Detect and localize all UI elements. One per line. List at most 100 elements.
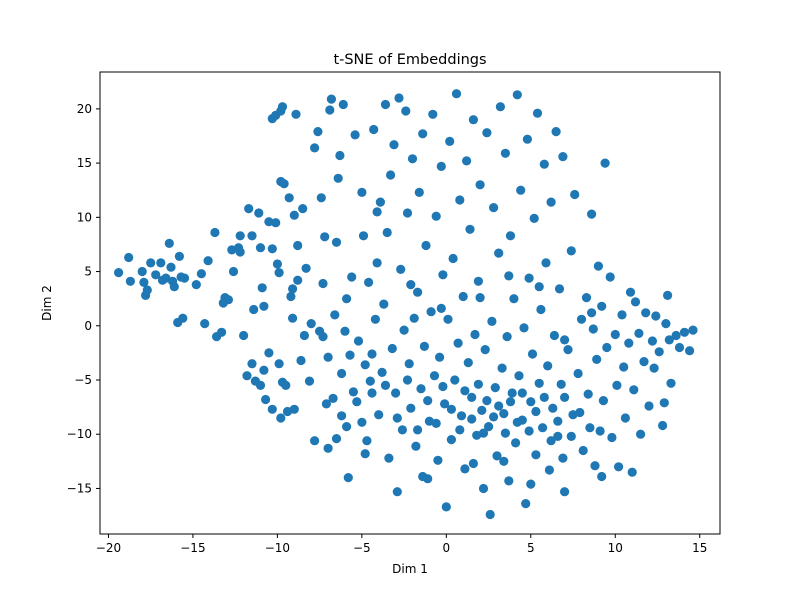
scatter-point bbox=[566, 431, 576, 441]
scatter-point bbox=[264, 217, 274, 227]
scatter-point bbox=[575, 407, 585, 418]
scatter-point bbox=[509, 294, 519, 304]
scatter-point bbox=[360, 449, 370, 459]
scatter-point bbox=[392, 487, 402, 497]
scatter-point bbox=[617, 310, 627, 320]
scatter-point bbox=[477, 405, 487, 415]
scatter-point bbox=[362, 436, 372, 446]
scatter-point bbox=[475, 180, 485, 190]
scatter-point bbox=[367, 388, 377, 398]
scatter-point bbox=[455, 195, 465, 205]
scatter-point bbox=[386, 170, 396, 180]
scatter-point bbox=[418, 471, 428, 482]
scatter-point bbox=[429, 371, 440, 381]
scatter-point bbox=[467, 392, 477, 402]
scatter-point bbox=[174, 251, 184, 261]
scatter-point bbox=[475, 293, 485, 303]
scatter-point bbox=[630, 297, 641, 307]
scatter-point bbox=[576, 314, 587, 324]
scatter-point bbox=[527, 349, 538, 359]
scatter-point bbox=[402, 375, 413, 385]
scatter-point bbox=[421, 240, 431, 251]
scatter-point bbox=[526, 397, 536, 407]
scatter-point bbox=[688, 325, 698, 335]
y-tick-label: −10 bbox=[67, 427, 92, 441]
scatter-point bbox=[137, 266, 147, 277]
y-tick-label: 5 bbox=[84, 265, 92, 279]
scatter-point bbox=[352, 397, 362, 407]
scatter-point bbox=[666, 378, 676, 388]
scatter-point bbox=[223, 295, 233, 305]
scatter-point bbox=[337, 368, 347, 379]
scatter-point bbox=[217, 327, 227, 337]
scatter-point bbox=[544, 465, 555, 475]
scatter-point bbox=[406, 280, 416, 290]
scatter-point bbox=[629, 385, 639, 395]
scatter-point bbox=[306, 319, 316, 329]
scatter-point bbox=[592, 354, 602, 364]
scatter-point bbox=[261, 394, 271, 405]
scatter-point bbox=[407, 154, 418, 164]
x-axis: −20 −15 −10 −5 0 5 10 15 bbox=[96, 534, 707, 555]
scatter-point bbox=[553, 431, 563, 441]
scatter-point bbox=[546, 197, 556, 207]
scatter-point bbox=[411, 441, 421, 451]
scatter-point bbox=[539, 392, 549, 402]
scatter-point bbox=[489, 412, 499, 422]
scatter-point bbox=[492, 451, 502, 461]
scatter-point bbox=[139, 277, 149, 287]
scatter-point bbox=[413, 287, 423, 297]
scatter-point bbox=[587, 209, 597, 219]
scatter-point bbox=[440, 399, 450, 409]
scatter-point bbox=[288, 284, 298, 294]
scatter-point bbox=[397, 425, 407, 435]
scatter-point bbox=[600, 158, 610, 168]
scatter-point bbox=[293, 240, 303, 251]
scatter-point bbox=[277, 102, 288, 112]
scatter-point bbox=[546, 436, 556, 446]
scatter-point bbox=[548, 403, 558, 413]
scatter-point bbox=[255, 243, 266, 253]
scatter-point bbox=[345, 350, 355, 360]
scatter-point bbox=[321, 399, 331, 409]
scatter-point bbox=[274, 268, 284, 278]
scatter-point bbox=[375, 197, 385, 207]
scatter-point bbox=[401, 106, 411, 116]
scatter-point bbox=[663, 290, 673, 300]
scatter-point bbox=[279, 179, 289, 189]
scatter-point bbox=[151, 270, 161, 280]
scatter-point bbox=[651, 311, 661, 321]
scatter-point bbox=[372, 258, 382, 268]
scatter-point bbox=[470, 329, 480, 340]
scatter-point bbox=[191, 280, 201, 290]
scatter-point bbox=[456, 411, 467, 421]
scatter-point bbox=[142, 285, 152, 295]
scatter-point bbox=[478, 428, 489, 438]
x-axis-label: Dim 1 bbox=[392, 562, 428, 576]
scatter-point bbox=[644, 401, 654, 411]
scatter-point bbox=[239, 330, 249, 341]
scatter-point bbox=[531, 406, 541, 417]
scatter-point bbox=[507, 388, 517, 398]
scatter-point bbox=[326, 94, 336, 104]
scatter-point bbox=[473, 276, 483, 286]
scatter-point bbox=[462, 156, 472, 166]
scatter-point bbox=[654, 347, 664, 357]
scatter-point bbox=[196, 269, 206, 279]
scatter-point bbox=[343, 473, 353, 483]
scatter-point bbox=[514, 371, 524, 381]
y-tick-label: −15 bbox=[67, 481, 92, 495]
scatter-point bbox=[674, 342, 685, 353]
y-tick-label: 20 bbox=[77, 102, 92, 116]
scatter-point bbox=[242, 371, 252, 381]
scatter-point bbox=[627, 467, 637, 477]
scatter-point bbox=[364, 277, 374, 287]
scatter-point bbox=[244, 204, 254, 214]
scatter-point bbox=[235, 231, 245, 241]
scatter-point bbox=[353, 336, 364, 346]
scatter-point bbox=[276, 413, 286, 423]
scatter-point bbox=[534, 282, 544, 292]
scatter-point bbox=[541, 258, 551, 268]
scatter-point bbox=[446, 435, 456, 445]
